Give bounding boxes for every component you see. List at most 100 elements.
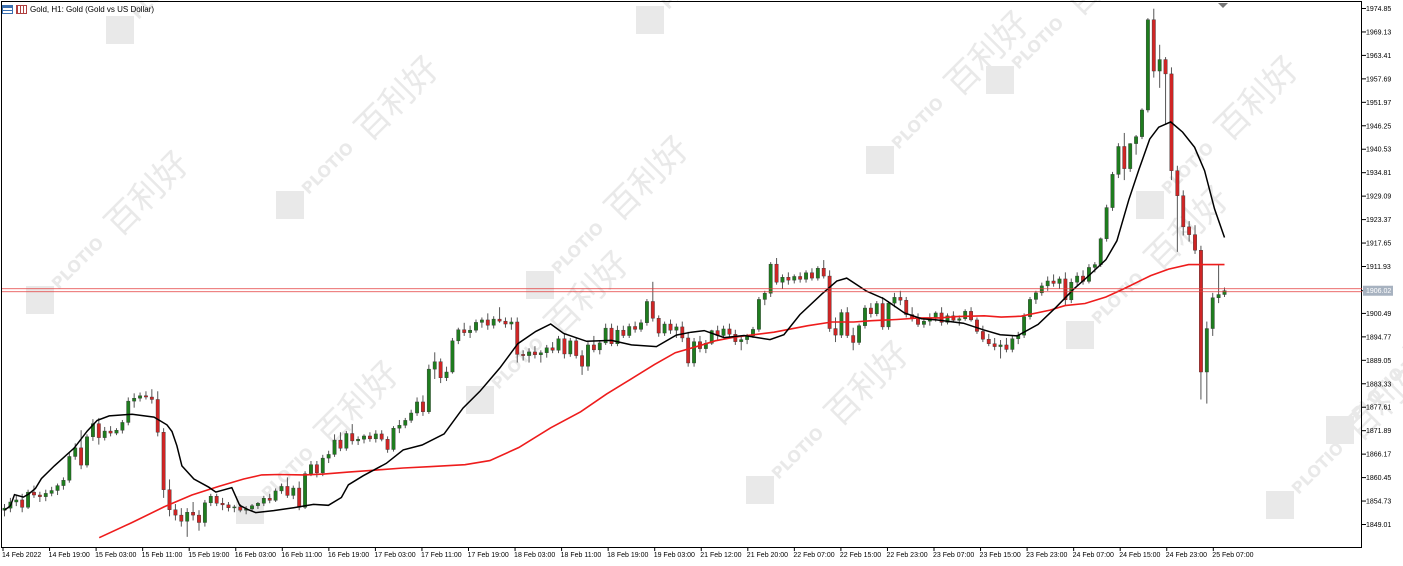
candle[interactable]	[945, 313, 950, 325]
candle[interactable]	[273, 488, 278, 502]
candle[interactable]	[1175, 165, 1180, 252]
candle[interactable]	[1004, 337, 1009, 353]
bar-chart-icon[interactable]	[16, 4, 27, 14]
candle[interactable]	[556, 335, 561, 354]
candle[interactable]	[32, 485, 36, 498]
candle[interactable]	[43, 489, 48, 502]
candle[interactable]	[868, 303, 873, 318]
time-axis[interactable]: 14 Feb 2022 14 Feb 19:00 15 Feb 03:00 15 Fe…	[2, 547, 1254, 559]
candle[interactable]	[14, 495, 19, 507]
candle[interactable]	[650, 281, 655, 322]
candle[interactable]	[756, 296, 761, 332]
candle[interactable]	[415, 397, 419, 416]
candle[interactable]	[1204, 321, 1209, 404]
candle[interactable]	[432, 352, 437, 379]
candle[interactable]	[1116, 143, 1121, 179]
candle[interactable]	[1210, 292, 1215, 336]
candle[interactable]	[26, 489, 30, 509]
candle[interactable]	[85, 434, 89, 468]
price-axis[interactable]: 1974.85 1969.13 1963.41 1957.69 1951.97 1946.…	[1362, 6, 1393, 529]
candle[interactable]	[527, 348, 531, 363]
candle[interactable]	[762, 290, 767, 306]
candle[interactable]	[61, 477, 66, 490]
candle[interactable]	[975, 317, 979, 334]
candle[interactable]	[668, 319, 673, 334]
candle[interactable]	[703, 340, 708, 354]
candle[interactable]	[279, 483, 284, 494]
candle[interactable]	[603, 323, 608, 345]
candle[interactable]	[67, 452, 72, 483]
candle[interactable]	[980, 325, 985, 343]
candle[interactable]	[815, 266, 820, 281]
candle[interactable]	[863, 305, 867, 329]
candle[interactable]	[874, 301, 879, 317]
candle[interactable]	[998, 340, 1003, 359]
candle[interactable]	[538, 350, 543, 363]
candle[interactable]	[780, 274, 785, 289]
candle[interactable]	[185, 508, 190, 537]
candle[interactable]	[1216, 264, 1221, 304]
candle[interactable]	[574, 337, 579, 359]
candle[interactable]	[916, 313, 920, 327]
candle[interactable]	[373, 430, 378, 443]
candle[interactable]	[1128, 143, 1133, 172]
candle[interactable]	[479, 317, 484, 328]
candle[interactable]	[350, 424, 355, 445]
candle[interactable]	[639, 319, 643, 332]
candle[interactable]	[1145, 18, 1150, 113]
candle[interactable]	[591, 335, 596, 353]
candle[interactable]	[356, 436, 361, 445]
candle[interactable]	[721, 325, 726, 338]
candle[interactable]	[1022, 313, 1027, 338]
candle[interactable]	[256, 501, 260, 509]
candle[interactable]	[786, 272, 791, 285]
candle[interactable]	[633, 321, 638, 333]
candle[interactable]	[1181, 190, 1186, 236]
candle[interactable]	[108, 426, 113, 437]
candle[interactable]	[1134, 134, 1138, 155]
candle[interactable]	[102, 426, 107, 441]
candle[interactable]	[303, 471, 307, 509]
candle[interactable]	[332, 434, 337, 457]
candle[interactable]	[580, 350, 584, 375]
candle[interactable]	[320, 454, 325, 477]
candle[interactable]	[326, 450, 331, 464]
candle[interactable]	[792, 274, 797, 284]
candle[interactable]	[79, 430, 84, 470]
candle[interactable]	[1110, 171, 1115, 211]
candle[interactable]	[173, 504, 178, 521]
candle[interactable]	[857, 323, 861, 345]
candle[interactable]	[1140, 108, 1144, 140]
candle[interactable]	[450, 337, 455, 374]
candle[interactable]	[1151, 8, 1156, 78]
candle[interactable]	[568, 337, 573, 357]
candle[interactable]	[692, 337, 696, 367]
candle[interactable]	[309, 460, 313, 477]
shift-marker-icon[interactable]	[1218, 3, 1228, 8]
candle[interactable]	[261, 495, 266, 507]
candle[interactable]	[126, 397, 131, 426]
candle[interactable]	[338, 432, 343, 452]
candle[interactable]	[120, 419, 125, 434]
candle[interactable]	[208, 493, 213, 507]
candle[interactable]	[1157, 44, 1162, 88]
candle[interactable]	[1122, 132, 1127, 181]
candle[interactable]	[680, 321, 685, 343]
candle[interactable]	[521, 350, 526, 361]
candle[interactable]	[586, 342, 590, 371]
candle[interactable]	[250, 504, 254, 512]
candle[interactable]	[179, 508, 184, 527]
candle[interactable]	[992, 337, 997, 351]
candle[interactable]	[497, 307, 502, 323]
candle[interactable]	[1199, 245, 1203, 400]
candle[interactable]	[804, 270, 808, 283]
candle[interactable]	[344, 431, 349, 451]
candle[interactable]	[1051, 274, 1056, 287]
candle[interactable]	[892, 292, 897, 308]
candle[interactable]	[898, 290, 903, 306]
candle[interactable]	[1010, 335, 1015, 353]
candle[interactable]	[291, 485, 296, 500]
candle[interactable]	[880, 296, 885, 330]
candle[interactable]	[509, 317, 514, 330]
